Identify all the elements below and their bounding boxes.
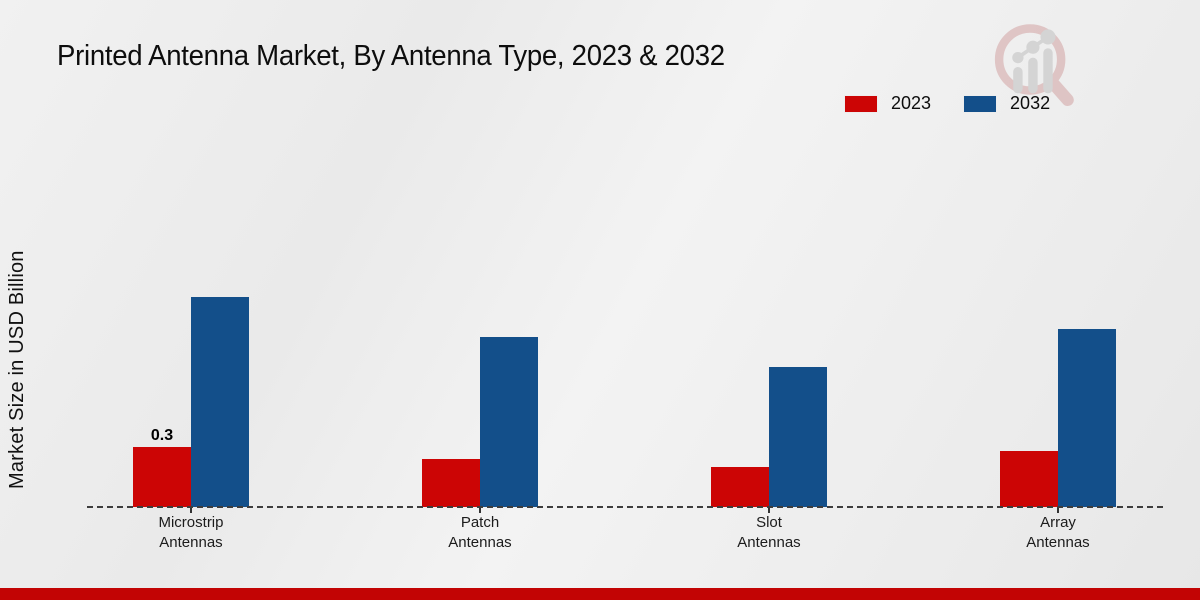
chart-legend: 2023 2032 xyxy=(845,93,1050,114)
bar-2032-1 xyxy=(480,337,538,507)
magnifier-growth-chart-watermark-icon xyxy=(994,24,1074,107)
x-axis-tick xyxy=(768,508,770,513)
bar-2032-3 xyxy=(1058,329,1116,507)
chart-title: Printed Antenna Market, By Antenna Type,… xyxy=(57,40,725,72)
bar-2032-0 xyxy=(191,297,249,507)
category-label: Patch Antennas xyxy=(448,514,512,551)
y-axis-label: Market Size in USD Billion xyxy=(6,250,28,490)
x-axis-tick xyxy=(1057,508,1059,513)
footer-red-bar xyxy=(0,588,1200,600)
bar-2023-3 xyxy=(1000,451,1058,507)
bar-2023-1 xyxy=(422,459,480,507)
legend-swatch-2032-icon xyxy=(964,95,997,112)
x-axis-tick xyxy=(190,508,192,513)
category-label: Microstrip Antennas xyxy=(158,514,224,551)
legend-label-2032: 2032 xyxy=(1010,93,1051,113)
legend-label-2023: 2023 xyxy=(891,93,932,113)
bar-2023-2 xyxy=(711,467,769,507)
category-label: Array Antennas xyxy=(1026,514,1090,551)
legend-item-2032: 2032 xyxy=(964,93,1050,114)
bar-value-label: 0.3 xyxy=(150,427,174,444)
x-axis-tick xyxy=(479,508,481,513)
x-axis-dashed-baseline xyxy=(87,506,1163,508)
bar-2032-2 xyxy=(769,367,827,507)
legend-item-2023: 2023 xyxy=(845,93,931,114)
bar-2023-0 xyxy=(133,447,191,507)
legend-swatch-2023-icon xyxy=(845,95,877,112)
category-label: Slot Antennas xyxy=(737,514,801,551)
